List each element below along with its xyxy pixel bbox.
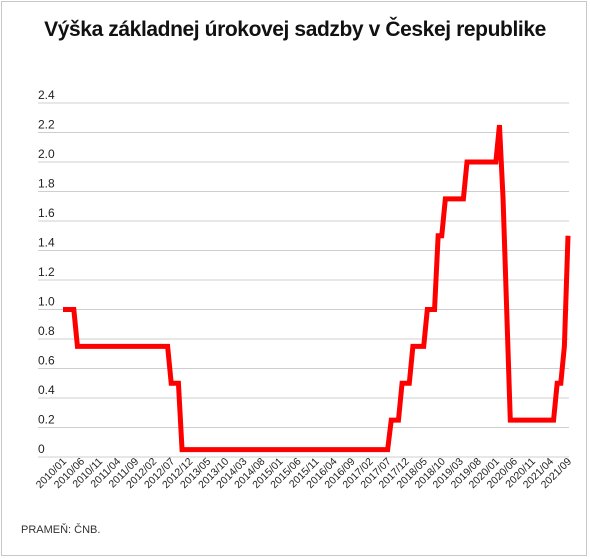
y-tick-label: 0.4	[38, 383, 55, 397]
y-tick-label: 0	[38, 442, 45, 456]
y-tick-label: 2.2	[38, 118, 55, 132]
y-tick-label: 1.4	[38, 236, 55, 250]
y-tick-label: 2.0	[38, 147, 55, 161]
y-tick-label: 0.2	[38, 413, 55, 427]
x-axis-ticks: 2010/012010/062010/112011/042011/092012/…	[34, 456, 574, 491]
gridlines	[38, 102, 569, 458]
y-tick-label: 0.8	[38, 324, 55, 338]
y-tick-label: 1.2	[38, 265, 55, 279]
y-tick-label: 1.0	[38, 295, 55, 309]
y-tick-label: 1.8	[38, 177, 55, 191]
chart-title: Výška základnej úrokovej sadzby v Českej…	[44, 18, 546, 41]
y-axis-ticks: 0 0.2 0.4 0.6 0.8 1.0 1.2 1.4 1.6 1.8 2.0 2.2 2.4	[38, 88, 55, 456]
series-line	[63, 124, 571, 453]
y-tick-label: 1.6	[38, 206, 55, 220]
y-tick-label: 2.4	[38, 88, 55, 102]
source-note: PRAMEŇ: ČNB.	[21, 524, 101, 536]
y-tick-label: 0.6	[38, 354, 55, 368]
series-group	[63, 124, 571, 453]
